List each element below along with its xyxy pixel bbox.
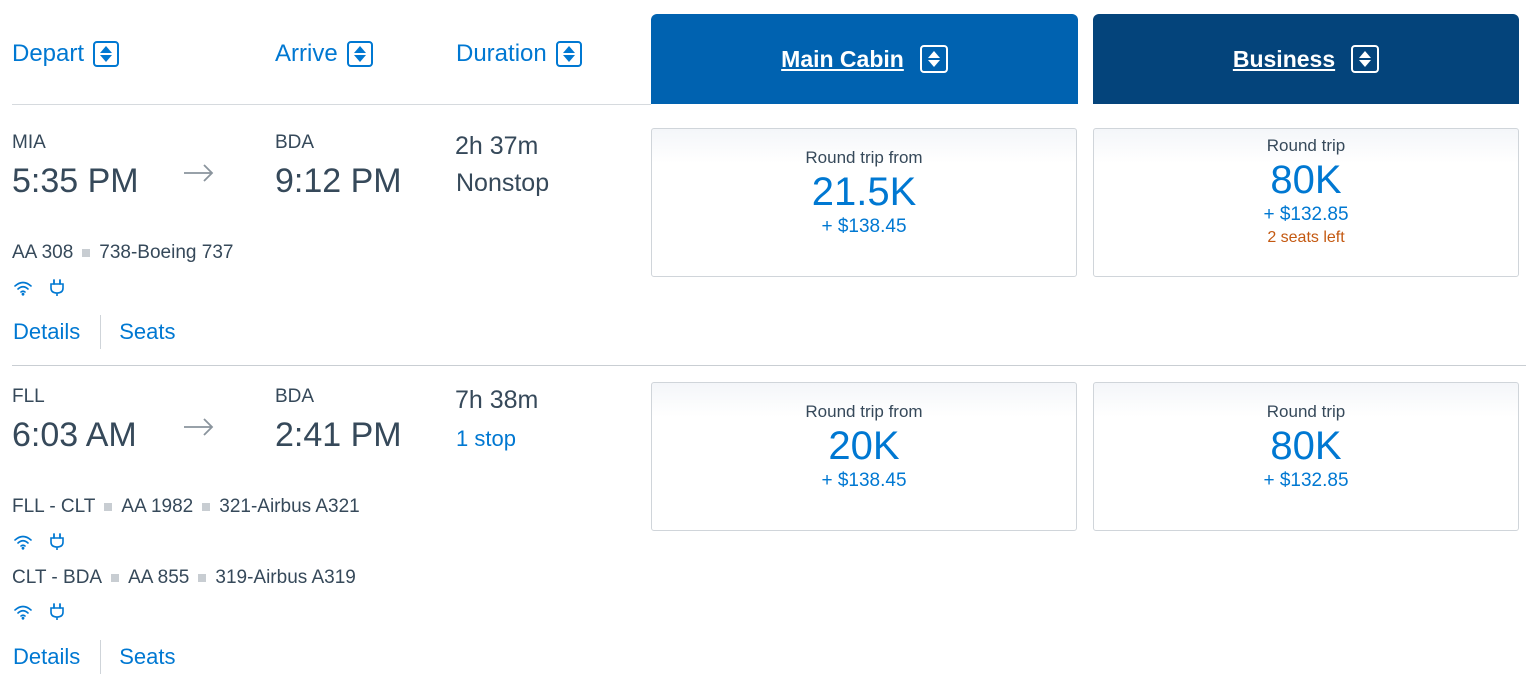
depart-time: 6:03 AM: [12, 416, 137, 454]
flight-links: Details Seats: [13, 315, 176, 349]
amenities: [13, 533, 81, 551]
arrow-right-icon: [184, 164, 214, 182]
sort-arrive[interactable]: Arrive: [275, 40, 373, 68]
fare-label: Round trip from: [805, 148, 923, 167]
destination-code: BDA: [275, 132, 315, 153]
fare-main-cabin[interactable]: Round trip from 20K + $138.45: [651, 382, 1077, 531]
arrive-time: 9:12 PM: [275, 162, 402, 200]
power-outlet-icon: [50, 279, 64, 296]
separator: [82, 249, 91, 257]
depart-time: 5:35 PM: [12, 162, 139, 200]
segment-route: FLL - CLT: [12, 496, 96, 517]
separator: [198, 574, 207, 582]
power-outlet-icon: [50, 533, 64, 550]
fare-label: Round trip: [1266, 402, 1346, 421]
segment-info: FLL - CLT AA 1982 321-Airbus A321: [12, 496, 360, 518]
stops-link[interactable]: 1 stop: [456, 426, 516, 451]
aircraft-type: 319-Airbus A319: [215, 567, 356, 588]
link-separator: [100, 315, 102, 349]
flight-duration: 2h 37m: [455, 132, 539, 160]
seats-link[interactable]: Seats: [119, 319, 176, 344]
origin-code: MIA: [12, 132, 46, 153]
details-link[interactable]: Details: [13, 319, 81, 344]
segment-info: AA 308 738-Boeing 737: [12, 242, 233, 264]
wifi-icon: [14, 535, 32, 550]
segment-info: CLT - BDA AA 855 319-Airbus A319: [12, 567, 356, 589]
arrive-column-label: Arrive: [275, 40, 338, 67]
power-outlet-icon: [50, 603, 64, 620]
flight-number: AA 1982: [121, 496, 194, 517]
fare-miles: 20K: [828, 424, 900, 468]
main-cabin-label[interactable]: Main Cabin: [781, 45, 904, 72]
duration-column-label: Duration: [456, 40, 547, 67]
stops-label: Nonstop: [456, 169, 550, 197]
cabin-tab-business[interactable]: Business: [1093, 14, 1519, 104]
aircraft-type: 321-Airbus A321: [219, 496, 360, 517]
fare-taxes: + $138.45: [821, 216, 907, 237]
destination-code: BDA: [275, 386, 315, 407]
fare-miles: 80K: [1270, 158, 1342, 202]
wifi-icon: [14, 281, 32, 296]
fare-label: Round trip: [1266, 136, 1346, 155]
details-link[interactable]: Details: [13, 644, 81, 669]
flight-links: Details Seats: [13, 640, 176, 674]
fare-taxes: + $132.85: [1263, 204, 1349, 225]
fare-miles: 80K: [1270, 424, 1342, 468]
fare-main-cabin[interactable]: Round trip from 21.5K + $138.45: [651, 128, 1077, 277]
amenities: [13, 279, 81, 297]
amenities: [13, 603, 81, 621]
cabin-tab-main[interactable]: Main Cabin: [651, 14, 1078, 104]
seats-link[interactable]: Seats: [119, 644, 176, 669]
wifi-icon: [14, 605, 32, 620]
seats-left-warning: 2 seats left: [1267, 229, 1345, 246]
flight-number: AA 308: [12, 242, 74, 263]
link-separator: [100, 640, 102, 674]
depart-column-label: Depart: [12, 40, 85, 67]
separator: [111, 574, 120, 582]
fare-business[interactable]: Round trip 80K + $132.85: [1093, 382, 1519, 531]
fare-label: Round trip from: [805, 402, 923, 421]
sort-toggle-icon[interactable]: [1351, 45, 1380, 73]
header-divider: [12, 104, 651, 105]
fare-miles: 21.5K: [811, 170, 917, 214]
arrive-time: 2:41 PM: [275, 416, 402, 454]
sort-toggle-icon[interactable]: [346, 41, 373, 67]
sort-toggle-icon[interactable]: [919, 45, 948, 73]
fare-business[interactable]: Round trip 80K + $132.85 2 seats left: [1093, 128, 1519, 277]
segment-route: CLT - BDA: [12, 567, 103, 588]
separator: [104, 503, 113, 511]
aircraft-type: 738-Boeing 737: [99, 242, 234, 263]
fare-taxes: + $138.45: [821, 470, 907, 491]
flight-duration: 7h 38m: [455, 386, 539, 414]
fare-taxes: + $132.85: [1263, 470, 1349, 491]
sort-toggle-icon[interactable]: [555, 41, 582, 67]
flight-number: AA 855: [128, 567, 190, 588]
sort-toggle-icon[interactable]: [93, 41, 120, 67]
separator: [202, 503, 211, 511]
sort-depart[interactable]: Depart: [12, 40, 120, 68]
arrow-right-icon: [184, 418, 214, 436]
origin-code: FLL: [12, 386, 45, 407]
business-cabin-label[interactable]: Business: [1232, 45, 1336, 72]
sort-duration[interactable]: Duration: [456, 40, 582, 68]
row-divider: [12, 365, 1526, 366]
